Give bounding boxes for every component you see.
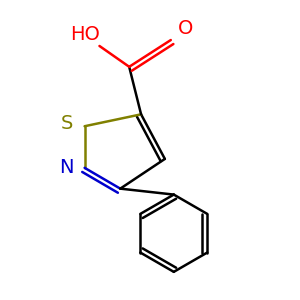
Text: HO: HO [70,25,100,44]
Text: S: S [61,114,73,133]
Text: N: N [59,158,74,177]
Text: O: O [178,19,194,38]
